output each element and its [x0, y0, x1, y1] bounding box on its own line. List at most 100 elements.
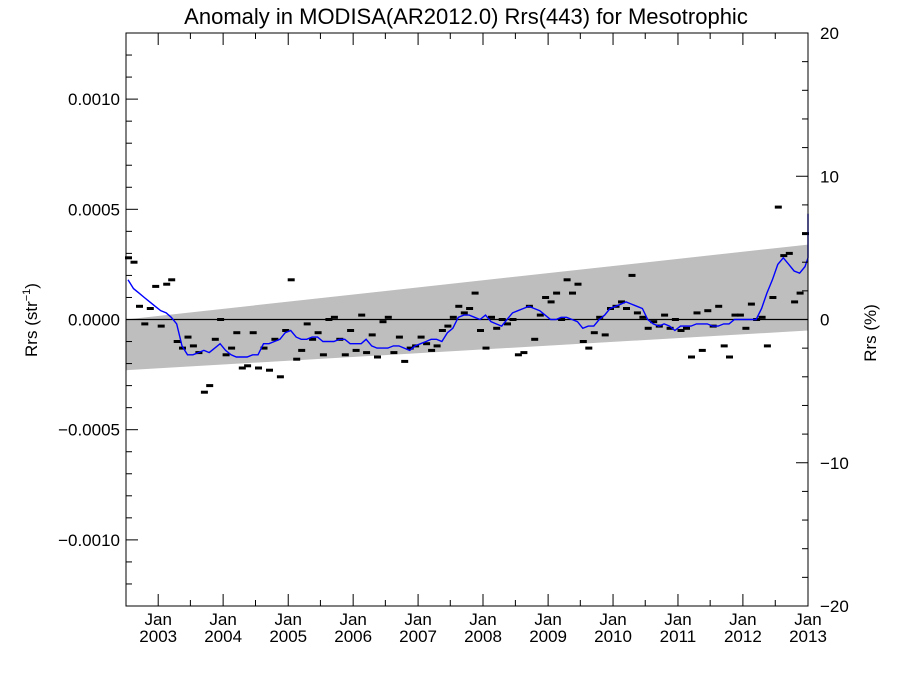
anomaly-point	[715, 304, 723, 308]
anomaly-point	[742, 326, 750, 330]
x-tick-label-month: Jan	[729, 610, 756, 629]
x-tick-label-year: 2006	[334, 627, 372, 646]
anomaly-point	[449, 315, 457, 319]
x-tick-label-year: 2009	[529, 627, 567, 646]
anomaly-point	[693, 311, 701, 315]
anomaly-point	[341, 353, 349, 357]
anomaly-point	[358, 313, 366, 317]
anomaly-point	[255, 366, 262, 370]
anomaly-point	[644, 326, 652, 330]
anomaly-point	[276, 375, 284, 379]
anomaly-point	[531, 337, 539, 341]
anomaly-point	[569, 291, 576, 295]
anomaly-point	[206, 384, 214, 388]
anomaly-point	[455, 304, 463, 308]
x-tick-label-year: 2004	[204, 627, 242, 646]
anomaly-point	[184, 335, 192, 339]
anomaly-point	[173, 340, 181, 343]
anomaly-point	[698, 348, 706, 352]
y-tick-label: 0.0005	[68, 200, 120, 219]
anomaly-point	[146, 307, 154, 310]
anomaly-point	[401, 359, 409, 363]
anomaly-point	[590, 331, 598, 335]
anomaly-point	[217, 318, 225, 321]
y-tick-label: 0.0010	[68, 90, 120, 109]
anomaly-point	[596, 315, 604, 319]
anomaly-point	[601, 333, 609, 337]
anomaly-point	[796, 291, 804, 295]
anomaly-point	[260, 346, 268, 350]
anomaly-point	[244, 364, 252, 368]
anomaly-point	[374, 355, 381, 359]
anomaly-point	[309, 337, 317, 341]
y2-axis-label: Rrs (%)	[861, 304, 880, 362]
anomaly-point	[509, 318, 517, 321]
anomaly-point	[444, 324, 452, 328]
anomaly-point	[639, 315, 647, 319]
x-tick-label-month: Jan	[339, 610, 366, 629]
anomaly-point	[428, 348, 436, 352]
anomaly-point	[553, 291, 561, 295]
anomaly-point	[683, 326, 690, 330]
anomaly-point	[747, 302, 755, 306]
anomaly-point	[423, 342, 431, 346]
anomaly-point	[623, 307, 630, 310]
anomaly-point	[731, 313, 739, 317]
anomaly-point	[791, 300, 799, 304]
anomaly-point	[726, 355, 733, 359]
x-tick-label-month: Jan	[664, 610, 691, 629]
anomaly-point	[563, 278, 571, 282]
y-tick-label: 0.0000	[68, 311, 120, 330]
anomaly-point	[233, 331, 241, 335]
anomaly-point	[460, 311, 468, 315]
anomaly-point	[249, 331, 257, 335]
anomaly-point	[141, 322, 149, 326]
anomaly-point	[661, 313, 669, 317]
anomaly-point	[406, 346, 414, 350]
anomaly-point	[763, 344, 771, 348]
anomaly-point	[438, 329, 446, 332]
x-tick-label-month: Jan	[469, 610, 496, 629]
y2-tick-label: 20	[820, 24, 839, 43]
anomaly-point	[433, 344, 441, 348]
y-axis-label-main: Rrs (str	[22, 301, 41, 357]
y-axis-label-close: )	[22, 283, 41, 289]
anomaly-point	[211, 337, 219, 341]
anomaly-point	[774, 205, 782, 209]
y2-tick-label: −20	[820, 597, 849, 616]
anomaly-point	[477, 329, 484, 332]
anomaly-point	[395, 335, 403, 339]
anomaly-point	[542, 296, 550, 299]
x-tick-label-year: 2007	[399, 627, 437, 646]
x-tick-label-year: 2013	[789, 627, 827, 646]
anomaly-point	[677, 329, 685, 332]
anomaly-point	[136, 304, 143, 308]
anomaly-point	[163, 282, 171, 286]
anomaly-point	[222, 353, 230, 357]
anomaly-point	[720, 344, 728, 348]
anomaly-point	[471, 291, 479, 295]
anomaly-point	[417, 335, 425, 339]
anomaly-point	[314, 331, 322, 335]
anomaly-point	[536, 313, 544, 317]
y-axis-label: Rrs (str−1)	[21, 283, 41, 357]
anomaly-point	[390, 351, 398, 355]
plot-area	[125, 205, 809, 394]
anomaly-point	[498, 318, 506, 321]
anomaly-point	[363, 351, 371, 355]
anomaly-point	[238, 366, 246, 370]
anomaly-point	[758, 315, 766, 319]
anomaly-point	[179, 346, 186, 350]
anomaly-point	[287, 278, 295, 282]
x-tick-label-month: Jan	[404, 610, 431, 629]
anomaly-point	[271, 337, 279, 341]
y2-tick-label: 10	[820, 167, 839, 186]
anomaly-point	[736, 313, 744, 317]
anomaly-point	[157, 324, 165, 328]
anomaly-point	[125, 256, 132, 260]
running-mean-line	[127, 213, 809, 358]
anomaly-point	[633, 311, 641, 315]
anomaly-point	[628, 273, 636, 277]
anomaly-point	[704, 309, 712, 313]
